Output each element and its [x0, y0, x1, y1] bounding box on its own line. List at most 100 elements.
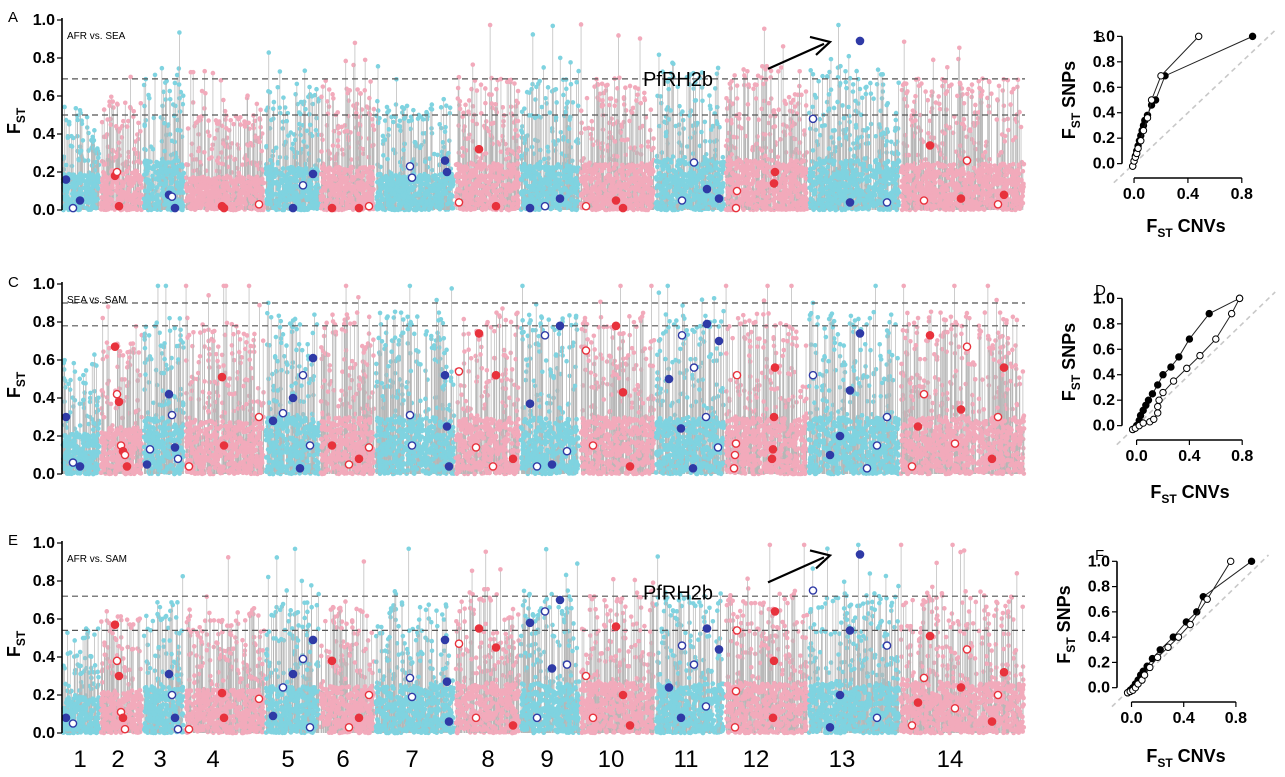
snp-point — [75, 174, 81, 179]
snp-chromosome-9 — [518, 23, 582, 213]
snp-point — [513, 185, 519, 191]
snp-point — [231, 121, 236, 127]
snp-point — [493, 101, 498, 107]
snp-point — [370, 123, 376, 128]
snp-point — [326, 87, 332, 92]
snp-point — [330, 183, 335, 189]
snp-point — [467, 171, 473, 177]
snp-point — [257, 195, 263, 201]
snp-point — [150, 146, 156, 152]
snp-point — [142, 123, 147, 129]
snp-point — [457, 165, 462, 171]
snp-point — [438, 105, 444, 110]
snp-point — [375, 120, 381, 126]
snp-point — [93, 198, 99, 204]
snp-point — [220, 141, 226, 146]
snp-point — [408, 203, 414, 208]
snp-point — [509, 167, 515, 173]
snp-point — [131, 146, 137, 152]
snp-point — [501, 118, 506, 124]
snp-point — [142, 103, 147, 109]
snp-point — [321, 173, 327, 179]
snp-point — [86, 207, 92, 213]
snp-point — [169, 179, 175, 185]
snp-point — [336, 164, 342, 170]
snp-point — [176, 82, 182, 87]
snp-point — [320, 84, 326, 89]
snp-point — [186, 204, 192, 210]
snp-point — [460, 145, 466, 151]
snp-point — [325, 170, 331, 176]
snp-point — [314, 86, 319, 92]
snp-point — [139, 184, 145, 190]
snp-point — [105, 117, 110, 122]
snp-point — [491, 188, 497, 194]
snp-point — [281, 95, 286, 100]
snp-point — [138, 129, 143, 134]
snp-point — [455, 85, 461, 91]
snp-point — [326, 177, 332, 183]
snp-point — [419, 174, 424, 179]
snp-point — [223, 117, 228, 122]
snp-point — [107, 99, 112, 104]
snp-point — [153, 176, 159, 182]
snp-point — [355, 87, 360, 92]
snp-point — [266, 50, 272, 55]
snp-point — [304, 128, 310, 134]
snp-point — [436, 191, 442, 197]
snp-point — [380, 133, 386, 139]
snp-point — [202, 106, 207, 111]
snp-point — [435, 152, 440, 158]
snp-point — [265, 176, 271, 182]
snp-point — [172, 80, 178, 86]
snp-point — [290, 141, 296, 147]
snp-chromosome-6 — [318, 40, 377, 213]
snp-chromosome-2 — [98, 74, 145, 213]
snp-point — [282, 197, 288, 203]
snp-point — [213, 190, 219, 195]
snp-point — [224, 125, 229, 131]
snp-point — [111, 105, 116, 110]
snp-point — [497, 163, 503, 169]
snp-point — [142, 172, 147, 178]
snp-point — [99, 119, 105, 125]
snp-point — [68, 143, 74, 149]
snp-point — [163, 97, 168, 102]
snp-point — [412, 207, 418, 213]
snp-chromosome-8 — [453, 22, 522, 213]
snp-point — [288, 164, 294, 170]
snp-point — [177, 30, 182, 35]
snp-point — [62, 197, 68, 203]
snp-point — [350, 176, 356, 182]
snp-point — [307, 122, 313, 128]
snp-point — [99, 195, 105, 200]
snp-point — [131, 175, 137, 181]
snp-point — [84, 114, 90, 120]
snp-point — [160, 103, 165, 109]
snp-point — [212, 176, 218, 182]
snp-point — [242, 201, 248, 207]
snp-point — [477, 199, 483, 204]
snp-point — [487, 172, 493, 178]
snp-point — [330, 92, 335, 97]
snp-point — [216, 174, 222, 180]
snp-point — [359, 165, 364, 171]
snp-point — [100, 169, 106, 175]
snp-point — [107, 103, 112, 109]
snp-point — [65, 135, 71, 141]
snp-point — [244, 184, 249, 190]
snp-point — [91, 203, 96, 209]
snp-point — [160, 174, 166, 180]
snp-point — [401, 147, 406, 153]
snp-point — [319, 166, 325, 171]
snp-point — [396, 176, 402, 181]
snp-point — [449, 205, 455, 211]
snp-point — [206, 203, 211, 209]
snp-point — [475, 163, 480, 169]
snp-point — [136, 120, 141, 126]
snp-point — [386, 127, 392, 132]
snp-point — [455, 173, 460, 179]
snp-point — [375, 64, 381, 69]
snp-point — [381, 138, 386, 144]
snp-point — [177, 109, 183, 114]
